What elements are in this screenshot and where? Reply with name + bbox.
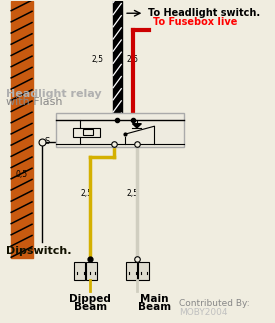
Text: 2,5: 2,5 [81,189,93,198]
Text: Contributed By:: Contributed By: [179,299,249,308]
Bar [86,262,97,280]
Polygon shape [133,124,141,128]
Bar [83,129,93,135]
Text: 56: 56 [98,117,109,126]
Text: To Fusebox live: To Fusebox live [153,17,237,27]
Text: Headlight relay: Headlight relay [6,89,102,99]
Text: 10: 10 [145,117,156,126]
Text: 56 b: 56 b [109,139,127,148]
Text: 0,5: 0,5 [15,170,27,179]
Text: 2,5: 2,5 [126,55,138,64]
Text: 56 a: 56 a [131,139,149,148]
Text: MOBY2004: MOBY2004 [179,307,227,317]
Bar [74,262,85,280]
Bar [126,262,137,280]
Bar [73,128,100,137]
Text: Beam: Beam [73,302,107,312]
Bar [10,1,33,257]
Bar [113,1,122,125]
Text: Main: Main [140,294,168,304]
Text: 2,5: 2,5 [92,55,104,64]
Text: To Headlight switch.: To Headlight switch. [148,8,260,17]
Text: Dipped: Dipped [69,294,111,304]
Bar [56,113,184,147]
Text: 2,5: 2,5 [126,189,138,198]
Text: Beam: Beam [138,302,171,312]
Text: Dipswitch.: Dipswitch. [6,246,72,256]
Text: with Flash: with Flash [6,97,63,107]
Text: S: S [45,137,50,146]
Bar [138,262,149,280]
